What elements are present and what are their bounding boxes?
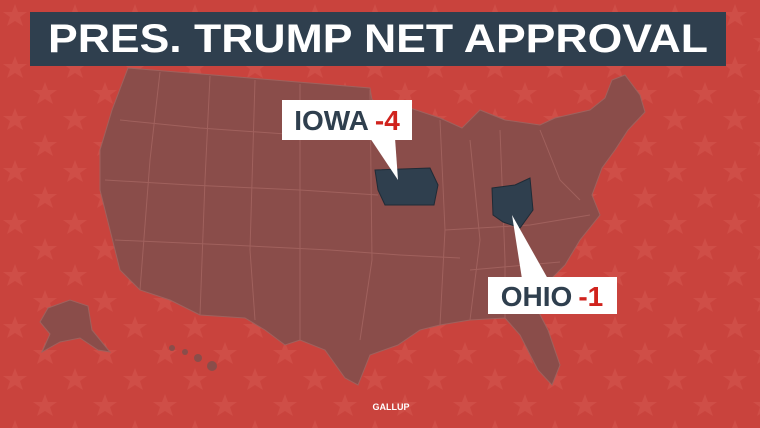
title: PRES. TRUMP NET APPROVAL	[48, 17, 708, 61]
source: GALLUP	[373, 402, 410, 412]
ohio-label: OHIO -1	[501, 281, 603, 312]
ohio-callout	[488, 277, 617, 314]
iowa-connector	[370, 138, 398, 180]
state-name: IOWA	[294, 105, 369, 136]
net-approval: -4	[375, 105, 400, 136]
hawaii	[169, 345, 217, 371]
state-name: OHIO	[501, 281, 573, 312]
net-approval: -1	[578, 281, 603, 312]
title-banner	[30, 12, 726, 66]
alaska	[39, 299, 112, 354]
iowa-label: IOWA -4	[294, 105, 400, 136]
iowa-shape	[374, 167, 439, 206]
ohio-shape	[491, 177, 534, 229]
ohio-connector	[512, 215, 548, 279]
iowa-callout	[282, 100, 412, 140]
